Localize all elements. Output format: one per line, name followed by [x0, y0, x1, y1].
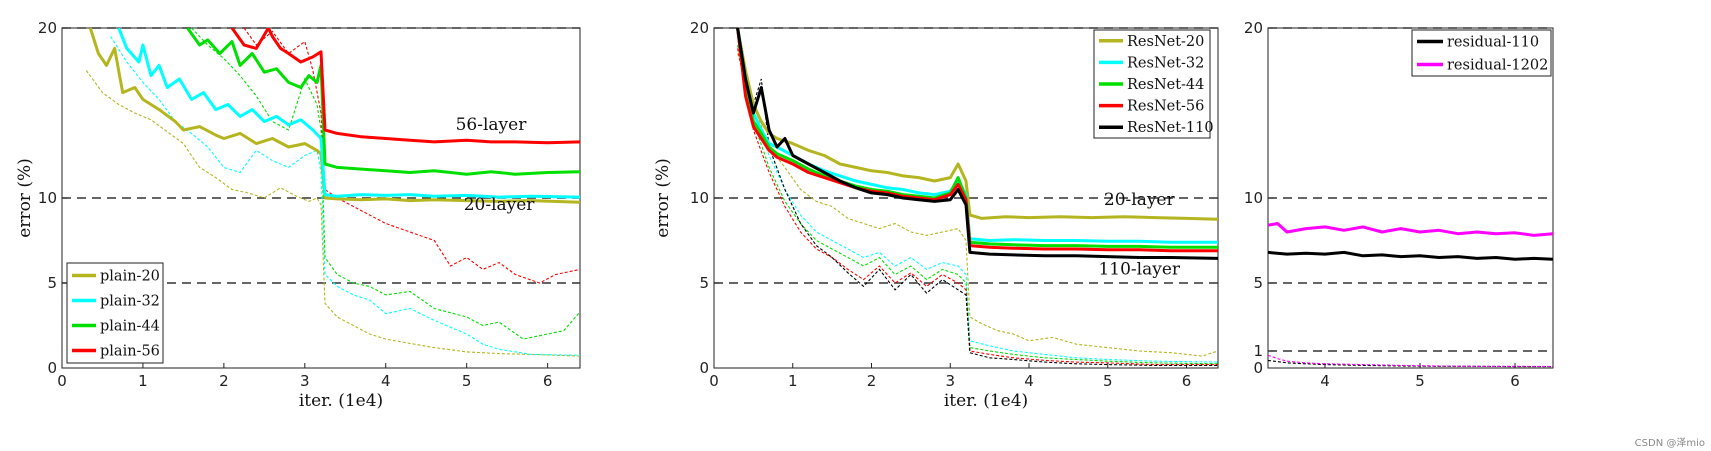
series-plain-44-train-line: [186, 28, 580, 176]
x-tick-label: 6: [1510, 372, 1520, 390]
series-ResNet-56-train-line: [736, 28, 1218, 253]
legend-entry: residual-1202: [1447, 58, 1548, 74]
series-plain-32-train-line: [117, 28, 580, 199]
series-plain-44-test-line: [191, 28, 580, 340]
series-ResNet-20-train-line: [736, 28, 1218, 221]
x-tick-label: 0: [57, 372, 67, 390]
x-tick-label: 1: [138, 372, 148, 390]
x-tick-label: 3: [300, 372, 310, 390]
annotation: 20-layer: [464, 195, 536, 215]
legend-entry: plain-56: [100, 344, 160, 360]
x-tick-label: 4: [1024, 372, 1034, 390]
x-axis-label: iter. (1e4): [944, 391, 1028, 411]
x-tick-label: 2: [219, 372, 229, 390]
legend-entry: plain-44: [100, 319, 160, 335]
chart-panel-1: 0 5 10 20 0 1 2 3 4 5 6 iter. (1e4) error (%) 56-laye…: [15, 19, 581, 411]
y-tick-label: 0: [1253, 359, 1263, 377]
y-tick-label: 10: [690, 189, 709, 207]
y-tick-label: 5: [47, 274, 57, 292]
chart-panel-3: 01 5 10 20 4 5 6 residual-110 residual-1202: [1244, 19, 1554, 390]
y-tick-label: 20: [1244, 19, 1263, 37]
x-tick-label: 5: [1415, 372, 1425, 390]
series-ResNet-56-test-line: [737, 48, 1218, 366]
legend-box: [1411, 29, 1552, 77]
x-tick-label: 5: [1103, 372, 1113, 390]
series-plain-56-train-line: [230, 28, 580, 145]
y-tick-label: 5: [1253, 274, 1263, 292]
legend-entry: ResNet-44: [1127, 77, 1204, 93]
x-tick-label: 3: [945, 372, 955, 390]
x-tick-label: 2: [867, 372, 877, 390]
series-plain-56-test-line: [243, 28, 580, 284]
y-axis-label: error (%): [653, 158, 673, 238]
x-tick-label: 5: [462, 372, 472, 390]
annotation: 20-layer: [1104, 190, 1176, 210]
series-plain-32-test-line: [110, 36, 580, 356]
x-tick-label: 4: [1320, 372, 1330, 390]
series-residual-1202-test-line: [1268, 354, 1553, 368]
series-ResNet-32-test-line: [737, 36, 1218, 363]
plot-area: [1268, 222, 1553, 368]
series-ResNet-110-train-line: [736, 28, 1218, 260]
y-tick-label: 0: [699, 359, 709, 377]
series-plain-20-train-line: [88, 28, 580, 204]
legend-entry: plain-20: [100, 269, 160, 285]
x-tick-label: 6: [1182, 372, 1192, 390]
y-axis-label: error (%): [15, 158, 35, 238]
x-tick-label: 4: [381, 372, 391, 390]
y-tick-label: 1: [1253, 342, 1263, 360]
legend: ResNet-20 ResNet-32 ResNet-44 ResNet-56 ResN…: [1093, 29, 1214, 139]
annotation: 56-layer: [456, 115, 528, 135]
x-tick-label: 0: [709, 372, 719, 390]
y-tick-label: 10: [38, 189, 57, 207]
series-ResNet-20-test-line: [737, 53, 1218, 357]
annotation: 110-layer: [1098, 260, 1180, 280]
series-ResNet-44-test-line: [737, 44, 1218, 365]
series-ResNet-32-train-line: [736, 28, 1218, 244]
legend-entry: plain-32: [100, 294, 160, 310]
x-axis-label: iter. (1e4): [299, 391, 383, 411]
series-residual-1202-train-line: [1268, 222, 1553, 237]
y-tick-label: 0: [47, 359, 57, 377]
y-tick-label: 20: [38, 19, 57, 37]
y-tick-label: 10: [1244, 189, 1263, 207]
x-tick-label: 1: [788, 372, 798, 390]
y-tick-label: 20: [690, 19, 709, 37]
series-residual-110-train-line: [1268, 250, 1553, 261]
legend-entry: ResNet-20: [1127, 34, 1204, 50]
plot-area: [736, 28, 1218, 366]
legend: residual-110 residual-1202: [1411, 29, 1552, 77]
legend-entry: ResNet-32: [1127, 55, 1204, 71]
legend: plain-20 plain-32 plain-44 plain-56: [66, 262, 164, 364]
legend-entry: ResNet-56: [1127, 99, 1204, 115]
chart-panel-2: 0 5 10 20 0 1 2 3 4 5 6 iter. (1e4) error (%) 20-laye…: [653, 19, 1219, 411]
legend-box: [66, 262, 164, 364]
series-ResNet-44-train-line: [736, 28, 1218, 249]
legend-entry: ResNet-110: [1127, 120, 1214, 136]
legend-entry: residual-110: [1447, 35, 1539, 51]
plot-area: [85, 28, 580, 357]
x-tick-label: 6: [543, 372, 553, 390]
watermark: CSDN @泽mio: [1634, 438, 1705, 449]
y-tick-label: 5: [699, 274, 709, 292]
